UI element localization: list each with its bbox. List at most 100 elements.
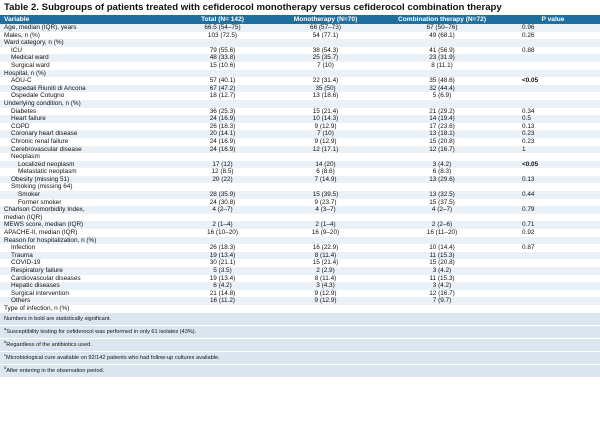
cell-total	[172, 236, 273, 245]
row-label: COPD	[11, 122, 30, 130]
cell-monotherapy	[273, 99, 378, 108]
cell-p-value	[506, 275, 600, 283]
cell-combination	[378, 305, 506, 313]
table-row: Ward category, n (%)	[0, 39, 600, 47]
column-header-p-value: P value	[506, 15, 600, 24]
row-label: Localized neoplasm	[0, 160, 172, 169]
cell-p-value: 0.34	[522, 107, 535, 115]
cell-total	[172, 214, 273, 222]
table-row: Infection 26 (18.3) 16 (22.9) 10 (14.4) 0.87	[0, 244, 600, 252]
table-title: Table 2. Subgroups of patients treated w…	[4, 2, 502, 13]
table-row: Ospedali Riuniti di Ancona 67 (47.2) 35 (5…	[0, 84, 600, 93]
footnote-text: Regardless of the antibiotics used.	[6, 341, 92, 348]
cell-monotherapy: 22 (31.4)	[312, 77, 339, 85]
cell-monotherapy: 25 (35.7)	[273, 54, 378, 62]
table-row: Hepatic diseases 6 (4.2) 3 (4.3) 3 (4.2)	[0, 282, 600, 290]
table-row: APACHE-II, median (IQR) 16 (10–20) 16 (9–2…	[0, 229, 600, 237]
cell-total: 17 (12)	[172, 160, 273, 169]
row-label: median (IQR)	[4, 213, 43, 221]
cell-combination: 17 (23.6)	[429, 122, 455, 130]
cell-monotherapy: 4 (3–7)	[273, 206, 378, 214]
cell-total: 26 (18.3)	[209, 122, 236, 130]
row-label: Neoplasm	[11, 153, 40, 161]
cell-total: 16 (10–20)	[207, 229, 238, 237]
footnote-mark: a	[4, 325, 7, 331]
cell-p-value: 0.13	[522, 122, 535, 130]
row-label: Chronic renal failure	[11, 137, 69, 145]
table-row: Respiratory failure 5 (3.5) 2 (2.9) 3 (4.2)	[0, 267, 600, 275]
cell-combination: 15 (20.8)	[429, 259, 455, 267]
cell-combination: 3 (4.2)	[378, 160, 506, 169]
cell-p-value	[506, 297, 600, 305]
table-row: MEWS score, median (IQR) 2 (1–4) 2 (1–4) 2 …	[0, 221, 600, 230]
row-label: Type of infection, n (%)	[4, 304, 70, 312]
cell-total: 79 (55.6)	[209, 46, 236, 54]
cell-combination: 13 (18.1)	[378, 130, 506, 138]
cell-combination: 11 (15.3)	[429, 274, 455, 282]
table-row: Underlying condition, n (%)	[0, 99, 600, 108]
row-label: APACHE-II, median (IQR)	[4, 229, 78, 237]
cell-p-value	[506, 69, 600, 78]
cell-p-value: 0.96	[506, 24, 600, 32]
cell-combination: 12 (16.7)	[378, 145, 506, 154]
cell-p-value	[506, 199, 600, 207]
row-label: Trauma	[0, 251, 172, 260]
cell-p-value: 0.71	[506, 221, 600, 230]
table-footnotes: Numbers in bold are statistically signif…	[0, 312, 600, 377]
cell-total	[172, 39, 273, 47]
cell-monotherapy: 7 (10)	[317, 61, 334, 69]
cell-combination	[378, 183, 506, 191]
table-row: Coronary heart disease 20 (14.1) 7 (10) 13 …	[0, 130, 600, 138]
table-row: Chronic renal failure 24 (16.9) 9 (12.9) 15…	[0, 138, 600, 146]
row-label: Infection	[11, 244, 36, 252]
cell-monotherapy: 38 (54.3)	[312, 46, 339, 54]
cell-total: 103 (72.5)	[207, 31, 238, 39]
table-row: Localized neoplasm 17 (12) 14 (20) 3 (4.2) <…	[0, 160, 600, 169]
cell-monotherapy	[273, 305, 378, 313]
cell-p-value	[506, 153, 600, 161]
cell-monotherapy: 10 (14.3)	[273, 115, 378, 123]
cell-combination	[378, 99, 506, 108]
cell-combination: 21 (29.2)	[429, 107, 455, 115]
cell-monotherapy: 14 (20)	[273, 160, 378, 169]
subgroups-table: Variable Total (N= 142) Monotherapy (N=7…	[0, 15, 600, 313]
table-row: AOU-C 57 (40.1) 22 (31.4) 35 (48.6) <0.05	[0, 77, 600, 85]
cell-monotherapy	[273, 153, 378, 161]
cell-p-value: 0.5	[506, 115, 600, 123]
row-label: Cardiovascular diseases	[11, 274, 81, 282]
cell-monotherapy	[273, 183, 378, 191]
cell-p-value: <0.05	[522, 77, 539, 85]
row-label: Obesity (missing 51)	[0, 175, 172, 184]
table-row: Charlson Comorbidity Index, 4 (2–7) 4 (3–7…	[0, 206, 600, 214]
cell-combination: 41 (56.9)	[429, 46, 455, 54]
cell-total: 4 (2–7)	[172, 206, 273, 214]
cell-monotherapy: 8 (11.4)	[273, 251, 378, 260]
cell-monotherapy: 9 (12.9)	[314, 289, 337, 297]
cell-combination: 3 (4.2)	[378, 282, 506, 290]
table-header-row: Variable Total (N= 142) Monotherapy (N=7…	[0, 15, 600, 24]
cell-p-value: 0.44	[506, 191, 600, 199]
cell-p-value: 0.79	[506, 206, 600, 214]
cell-p-value	[506, 39, 600, 47]
cell-combination: 32 (44.4)	[378, 84, 506, 93]
footnote-mark: d	[4, 364, 7, 370]
cell-total: 26 (18.3)	[209, 244, 236, 252]
cell-monotherapy	[273, 69, 378, 78]
table-row: Smoker 28 (35.9) 15 (39.5) 13 (32.5) 0.44	[0, 191, 600, 199]
row-label: Ospedali Riuniti di Ancona	[0, 84, 172, 93]
cell-p-value	[506, 214, 600, 222]
cell-combination: 67 (50–76)	[378, 24, 506, 32]
cell-p-value	[506, 183, 600, 191]
cell-p-value	[506, 168, 600, 176]
table-row: Diabetes 36 (25.3) 15 (21.4) 21 (29.2) 0.34	[0, 108, 600, 116]
row-label: Charlson Comorbidity Index,	[0, 206, 172, 214]
cell-monotherapy: 3 (4.3)	[273, 282, 378, 290]
table-row: Trauma 19 (13.4) 8 (11.4) 11 (15.3)	[0, 251, 600, 260]
cell-total: 19 (13.4)	[209, 274, 236, 282]
cell-total	[172, 183, 273, 191]
cell-total	[172, 99, 273, 108]
cell-combination: 8 (11.1)	[431, 61, 453, 69]
cell-monotherapy: 15 (39.5)	[273, 191, 378, 199]
table-row: Metastatic neoplasm 12 (8.5) 6 (8.6) 6 (8.3…	[0, 168, 600, 176]
